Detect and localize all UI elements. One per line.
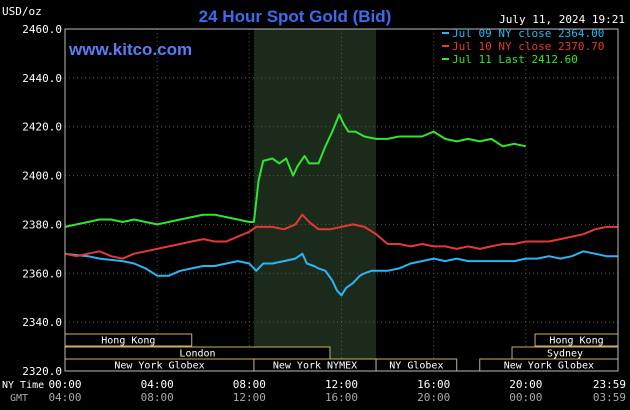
x-tick-label-gmt: 16:00: [325, 391, 358, 404]
x-tick-label-ny: 12:00: [325, 378, 358, 391]
x-axis-label-ny: NY Time: [2, 380, 44, 391]
x-tick-label-gmt: 03:59: [593, 391, 626, 404]
session-bar-label: London: [179, 349, 215, 360]
session-bar-label: New York Globex: [504, 361, 594, 372]
session-bar-label: Hong Kong: [549, 336, 603, 347]
x-tick-label-ny: 16:00: [417, 378, 450, 391]
y-tick-label: 2380.0: [22, 218, 62, 231]
x-tick-label-gmt: 08:00: [141, 391, 174, 404]
series-line: [64, 213, 618, 260]
y-tick-label: 2440.0: [22, 72, 62, 85]
legend-label: Jul 10 NY close 2370.70: [452, 40, 604, 53]
timestamp: July 11, 2024 19:21: [499, 13, 625, 26]
x-tick-label-gmt: 20:00: [417, 391, 450, 404]
series-lines: [64, 113, 618, 297]
x-tick-label-ny: 20:00: [509, 378, 542, 391]
y-tick-label: 2320.0: [22, 365, 62, 378]
x-tick-label-gmt: 12:00: [233, 391, 266, 404]
y-tick-label: 2340.0: [22, 316, 62, 329]
x-axis-label-gmt: GMT: [10, 393, 28, 404]
series-line: [64, 113, 527, 228]
y-tick-label: 2400.0: [22, 170, 62, 183]
x-tick-labels: 00:0004:0004:0008:0008:0012:0012:0016:00…: [48, 378, 626, 404]
nymex-session-highlight: [253, 29, 377, 371]
x-tick-label-gmt: 00:00: [509, 391, 542, 404]
session-bar-label: Hong Kong: [101, 336, 155, 347]
session-bar-label: NY Globex: [389, 361, 443, 372]
chart-title: 24 Hour Spot Gold (Bid): [199, 7, 392, 26]
legend-label: Jul 09 NY close 2364.00: [452, 27, 604, 40]
y-tick-label: 2360.0: [22, 267, 62, 280]
y-tick-labels: 2460.0 2440.0 2420.0 2400.0 2380.0 2360.0 2340…: [22, 23, 62, 378]
plot-border: [64, 28, 619, 372]
watermark: www.kitco.com: [68, 40, 192, 59]
legend-label: Jul 11 Last 2412.60: [452, 53, 578, 66]
session-bar-label: Sydney: [547, 349, 583, 360]
x-tick-label-gmt: 04:00: [48, 391, 81, 404]
x-tick-label-ny: 00:00: [48, 378, 81, 391]
x-tick-label-ny: 23:59: [593, 378, 626, 391]
session-bar-label: New York NYMEX: [273, 361, 357, 372]
y-tick-label: 2420.0: [22, 121, 62, 134]
session-bar-label: New York Globex: [114, 361, 204, 372]
y-tick-label: 2460.0: [22, 23, 62, 36]
y-unit-label: USD/oz: [2, 5, 42, 18]
series-line: [64, 250, 618, 297]
x-tick-label-ny: 04:00: [141, 378, 174, 391]
x-tick-label-ny: 08:00: [233, 378, 266, 391]
